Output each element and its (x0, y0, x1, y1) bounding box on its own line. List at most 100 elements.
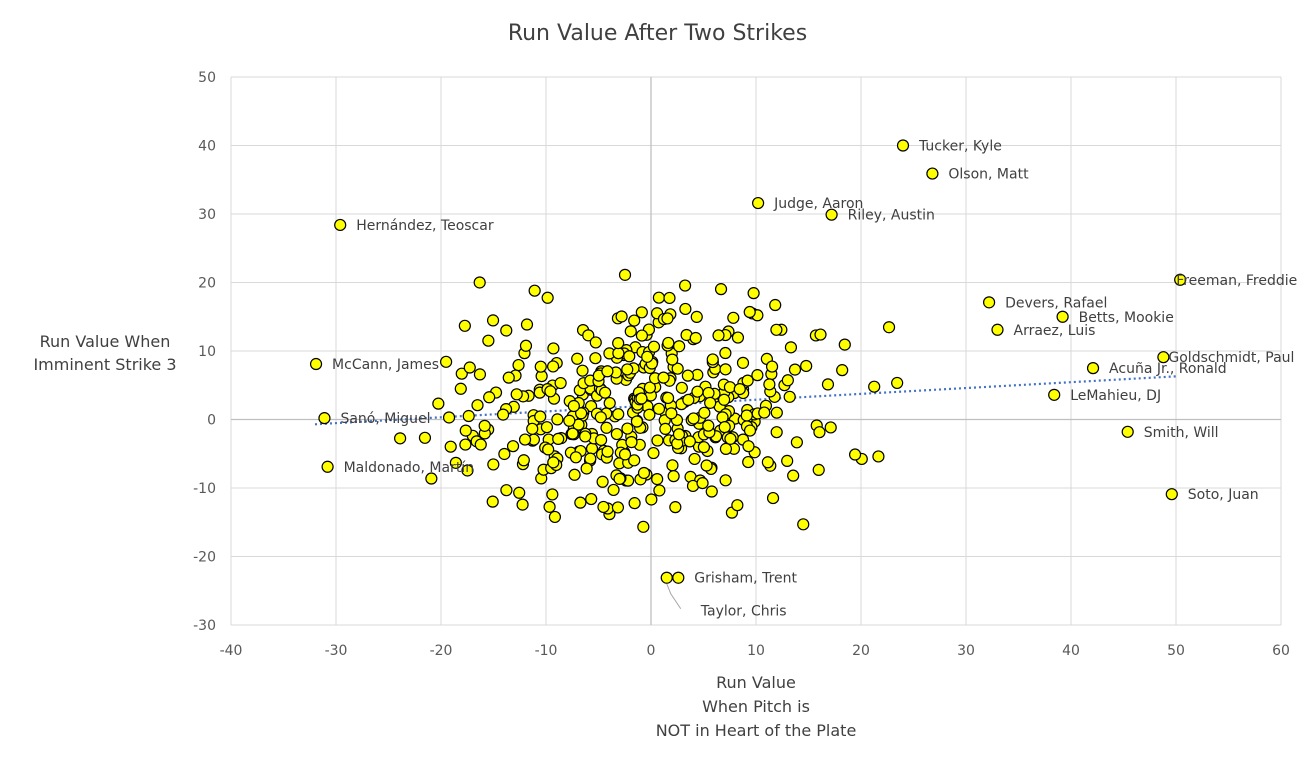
data-point (635, 306, 648, 319)
data-point (618, 448, 632, 461)
data-point (585, 492, 598, 506)
data-point (600, 421, 613, 434)
data-point (574, 496, 587, 509)
y-axis-label: Run Value When Imminent Strike 3 (20, 330, 190, 376)
data-point (459, 424, 472, 437)
data-points (309, 139, 1187, 584)
point-label: Devers, Rafael (1005, 295, 1107, 311)
data-point (687, 412, 700, 425)
data-point (566, 427, 579, 440)
data-point (719, 442, 733, 455)
data-point (643, 381, 656, 394)
labeled-data-point (825, 208, 838, 221)
data-point (653, 484, 666, 497)
data-point (647, 446, 660, 460)
data-point (717, 393, 731, 406)
data-point (613, 472, 626, 486)
leader-line (666, 583, 682, 610)
data-point (659, 422, 672, 435)
data-point (797, 518, 810, 531)
data-point (641, 350, 654, 363)
data-point (671, 362, 684, 375)
data-point (473, 368, 487, 381)
data-point (579, 430, 592, 443)
data-point (821, 378, 835, 391)
data-point (534, 360, 547, 373)
data-point (526, 422, 539, 435)
data-point (563, 414, 576, 427)
data-point (551, 413, 564, 426)
x-axis-label: Run Value When Pitch is NOT in Heart of … (600, 671, 912, 743)
data-point (736, 356, 750, 369)
data-point (547, 456, 560, 469)
data-point (471, 399, 484, 412)
x-tick-label: 10 (747, 643, 765, 659)
labeled-data-point (1048, 388, 1061, 401)
data-point (612, 337, 625, 350)
data-point (540, 421, 554, 434)
data-point (743, 424, 757, 437)
data-point (770, 323, 783, 336)
data-point (704, 396, 717, 409)
point-label: Betts, Mookie (1079, 310, 1174, 326)
point-labels: Tucker, Kyle Olson, Matt Judge, AaronRiley… (332, 139, 1297, 620)
data-point (787, 469, 800, 482)
data-point (449, 456, 462, 469)
data-point (788, 363, 802, 376)
x-tick-label: 30 (957, 643, 975, 659)
data-point (765, 360, 779, 373)
data-point (635, 329, 649, 342)
data-point (689, 331, 702, 345)
gridlines (230, 76, 1282, 626)
data-point (601, 445, 614, 458)
data-point (432, 397, 445, 410)
data-point (666, 459, 679, 472)
data-point (673, 340, 686, 353)
point-label: Olson, Matt (948, 167, 1029, 183)
data-point (474, 438, 487, 451)
x-tick-label: -20 (430, 643, 453, 659)
data-point (546, 360, 560, 373)
data-point (547, 342, 560, 355)
data-point (582, 329, 595, 342)
trendline-path (314, 375, 1177, 426)
x-axis-label-line-3: NOT in Heart of the Plate (655, 721, 857, 740)
data-point (454, 382, 467, 395)
y-tick-label: -10 (193, 481, 216, 497)
data-point (672, 428, 686, 441)
data-point (891, 376, 904, 390)
data-point (621, 422, 634, 435)
point-label: McCann, James (332, 357, 439, 373)
data-point (697, 441, 710, 454)
data-point (455, 367, 468, 380)
data-point (568, 468, 581, 481)
data-point (630, 415, 644, 428)
x-tick-label: 0 (647, 643, 656, 659)
x-tick-label: 20 (852, 643, 870, 659)
data-point (719, 346, 732, 360)
point-label: Maldonado, Martín (344, 460, 474, 476)
x-tick-label: -10 (535, 643, 558, 659)
x-tick-label: 40 (1062, 643, 1080, 659)
y-tick-label: 10 (198, 344, 216, 360)
labeled-data-point (334, 218, 347, 232)
data-point (516, 498, 529, 511)
data-point (740, 409, 753, 422)
data-point (838, 338, 851, 351)
labeled-data-point (309, 357, 323, 371)
point-label: Tucker, Kyle (918, 139, 1002, 155)
point-label: Soto, Juan (1188, 487, 1259, 503)
data-point (517, 454, 530, 467)
y-tick-label: 30 (198, 207, 216, 223)
data-point (784, 341, 798, 354)
data-point (682, 393, 695, 407)
data-point (679, 302, 692, 316)
data-point (554, 376, 567, 390)
data-point (610, 427, 623, 441)
data-point (727, 311, 740, 324)
data-point (751, 369, 764, 382)
data-point (665, 407, 678, 420)
data-point (534, 410, 547, 423)
y-axis-label-line-2: Imminent Strike 3 (33, 355, 177, 374)
